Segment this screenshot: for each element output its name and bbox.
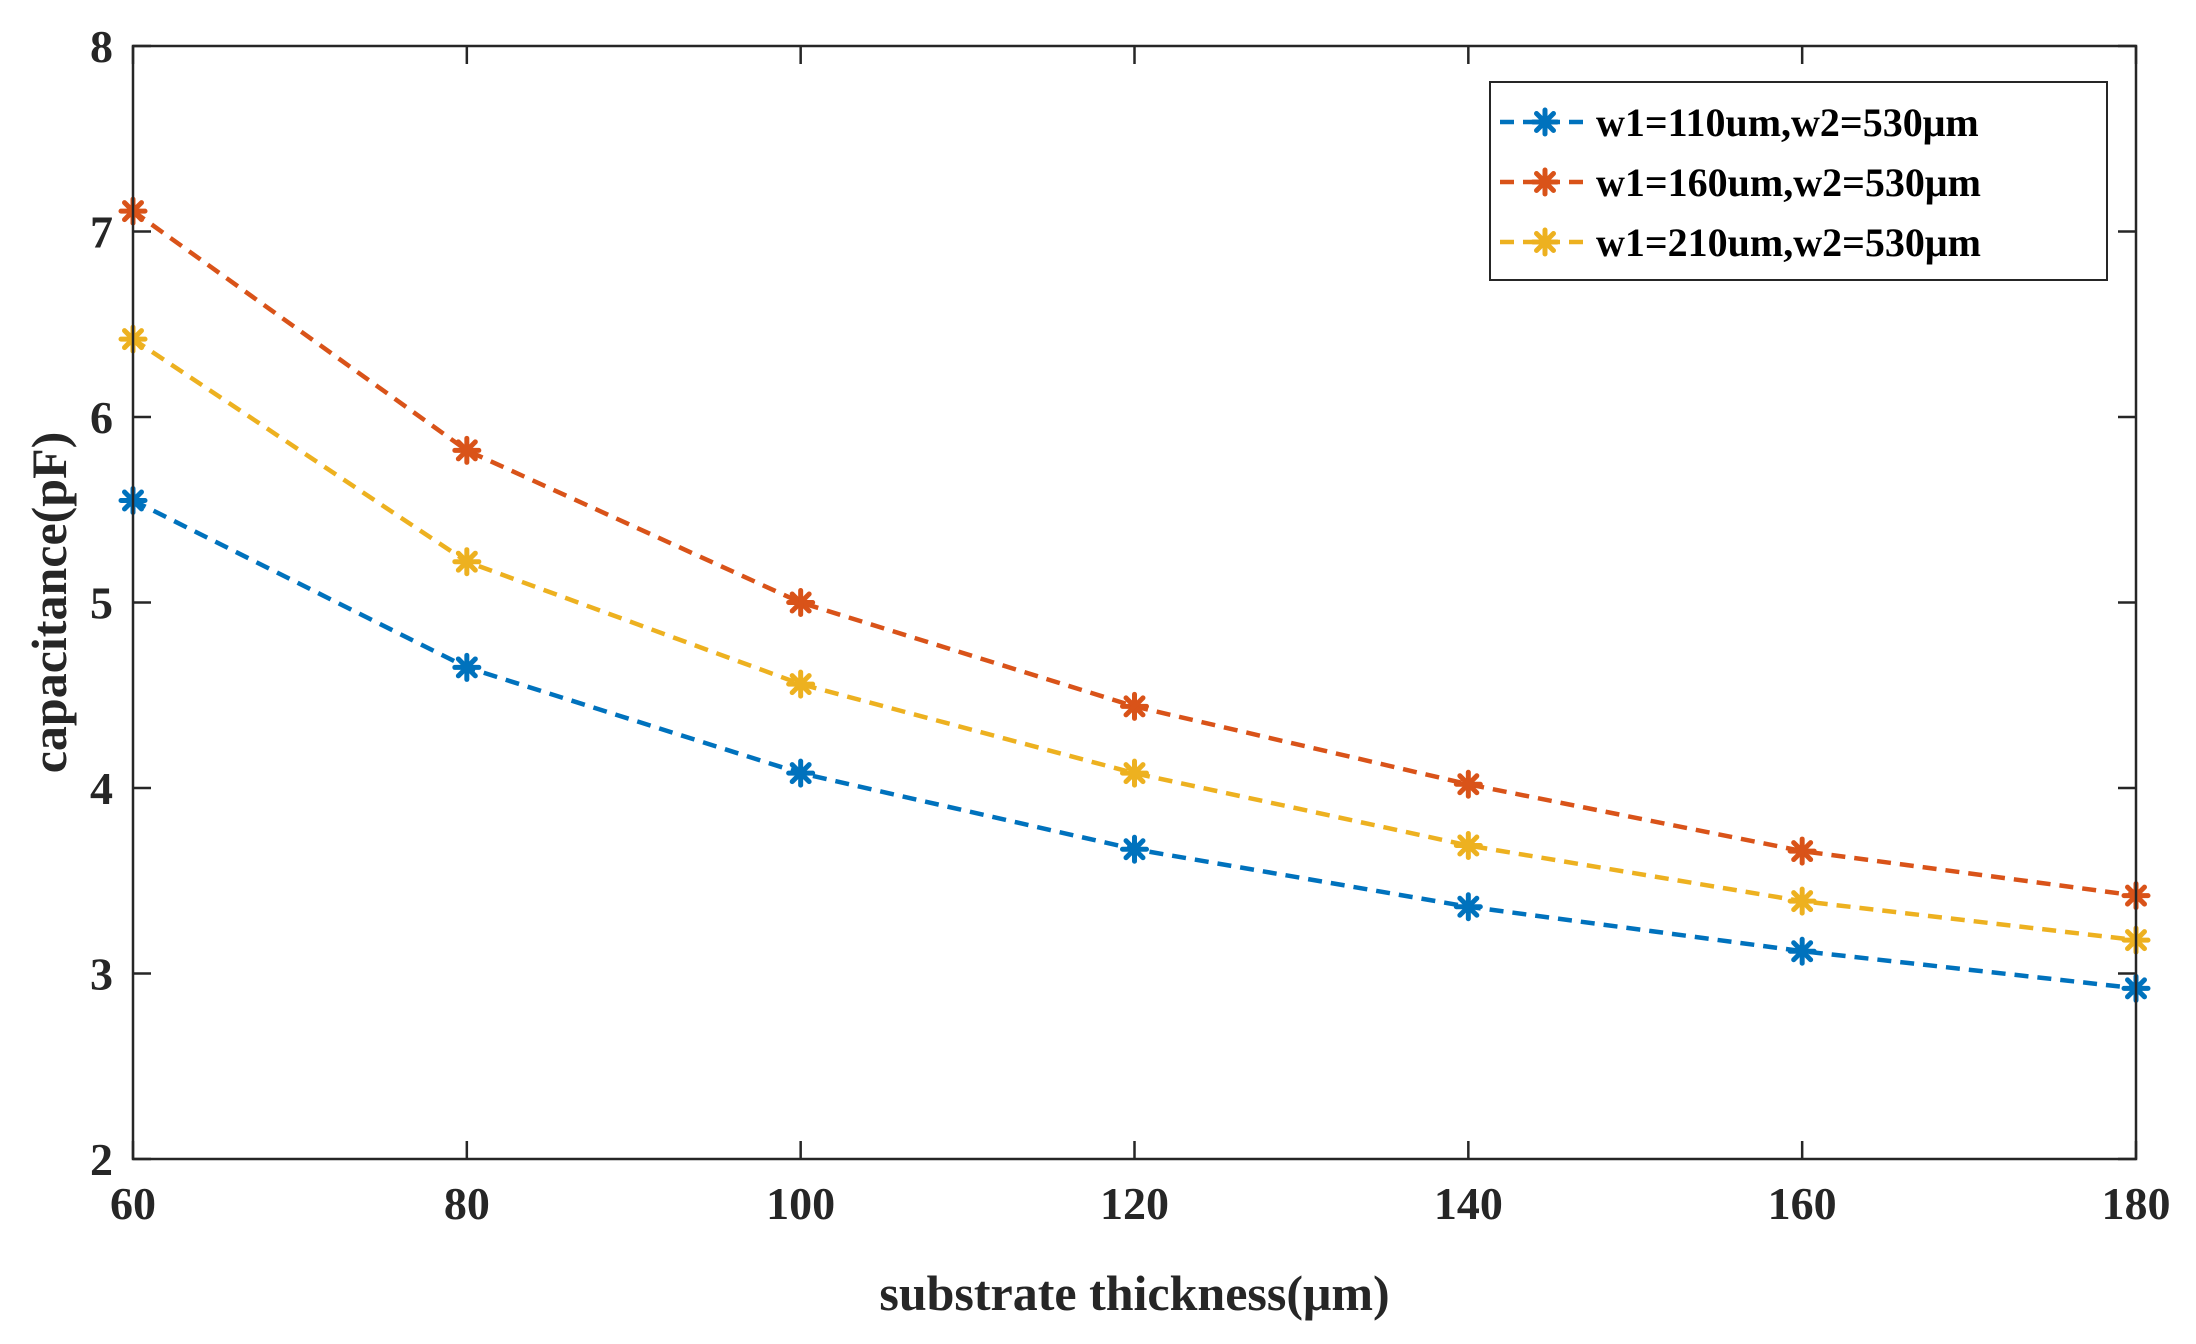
data-point bbox=[1120, 758, 1149, 788]
data-point bbox=[1787, 836, 1817, 866]
data-point bbox=[1453, 831, 1483, 861]
x-ticks: 60 80 100 120 140 160 180 bbox=[110, 46, 2171, 1229]
legend-entries: w1=110um,w2=530μm w1=160um,w2=530μm w1=210… bbox=[1500, 100, 1981, 265]
y-tick-label: 2 bbox=[90, 1134, 113, 1185]
data-point bbox=[1787, 886, 1817, 916]
legend: w1=110um,w2=530μm w1=160um,w2=530μm w1=210… bbox=[1489, 81, 2108, 281]
data-point bbox=[786, 758, 816, 788]
data-point bbox=[786, 669, 816, 699]
legend-entry: w1=110um,w2=530μm bbox=[1500, 100, 1979, 145]
x-axis-label: substrate thickness(μm) bbox=[879, 1265, 1389, 1321]
series-3 bbox=[118, 324, 2151, 955]
legend-entry: w1=160um,w2=530μm bbox=[1500, 160, 1981, 205]
y-tick-label: 6 bbox=[90, 392, 113, 443]
legend-label: w1=160um,w2=530μm bbox=[1596, 160, 1981, 205]
data-point bbox=[452, 435, 482, 465]
y-tick-label: 5 bbox=[90, 578, 113, 629]
y-tick-label: 4 bbox=[90, 763, 113, 814]
legend-entry: w1=210um,w2=530μm bbox=[1500, 220, 1981, 265]
x-tick-label: 60 bbox=[110, 1178, 156, 1229]
x-tick-label: 120 bbox=[1100, 1178, 1169, 1229]
data-point bbox=[1453, 769, 1483, 799]
x-tick-label: 180 bbox=[2102, 1178, 2171, 1229]
y-tick-label: 7 bbox=[90, 207, 113, 258]
x-tick-label: 100 bbox=[766, 1178, 835, 1229]
x-tick-label: 140 bbox=[1434, 1178, 1503, 1229]
data-point bbox=[1120, 834, 1149, 864]
legend-box bbox=[1489, 81, 2108, 281]
legend-label: w1=110um,w2=530μm bbox=[1596, 100, 1979, 145]
data-point bbox=[452, 652, 482, 682]
plot-frame bbox=[131, 44, 2138, 1161]
x-tick-label: 80 bbox=[444, 1178, 490, 1229]
legend-marker bbox=[1530, 167, 1560, 197]
y-tick-label: 8 bbox=[90, 21, 113, 72]
y-axis-label: capacitance(pF) bbox=[21, 432, 77, 774]
y-tick-label: 3 bbox=[90, 949, 113, 1000]
data-point bbox=[452, 547, 482, 577]
legend-marker bbox=[1530, 107, 1560, 137]
legend-marker bbox=[1530, 227, 1560, 257]
data-point bbox=[1787, 936, 1817, 966]
data-point bbox=[1453, 892, 1483, 922]
data-point bbox=[1120, 691, 1149, 721]
x-tick-label: 160 bbox=[1768, 1178, 1837, 1229]
legend-label: w1=210um,w2=530μm bbox=[1596, 220, 1981, 265]
data-point bbox=[786, 588, 816, 617]
